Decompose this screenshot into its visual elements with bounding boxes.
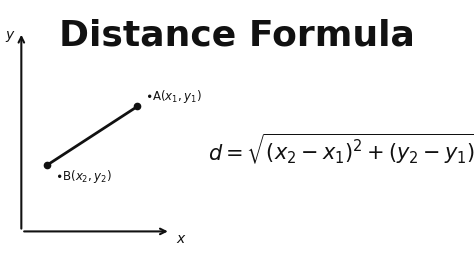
Text: x: x bbox=[176, 232, 184, 246]
Text: $\bullet$B$(x_2, y_2)$: $\bullet$B$(x_2, y_2)$ bbox=[55, 168, 111, 185]
Text: $\bullet$A$(x_1, y_1)$: $\bullet$A$(x_1, y_1)$ bbox=[145, 88, 201, 105]
Text: $d = \sqrt{(x_2 - x_1)^2 + (y_2 - y_1)^2}$: $d = \sqrt{(x_2 - x_1)^2 + (y_2 - y_1)^2… bbox=[208, 132, 474, 166]
Text: Distance Formula: Distance Formula bbox=[59, 19, 415, 53]
Text: y: y bbox=[5, 28, 14, 41]
